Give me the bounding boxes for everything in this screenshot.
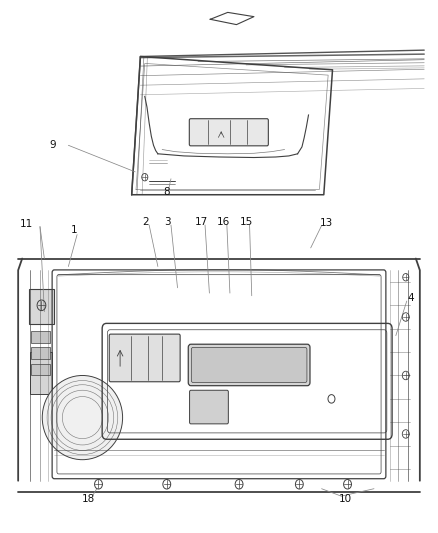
Text: 16: 16 [217, 217, 230, 227]
FancyBboxPatch shape [30, 352, 52, 394]
FancyBboxPatch shape [109, 334, 180, 382]
Text: 8: 8 [164, 187, 170, 197]
Text: 1: 1 [71, 225, 78, 236]
Text: 2: 2 [142, 217, 149, 227]
Bar [32, 364, 50, 375]
FancyBboxPatch shape [189, 119, 268, 146]
Ellipse shape [42, 375, 123, 459]
Text: 4: 4 [408, 293, 414, 303]
Bar [32, 348, 50, 359]
FancyBboxPatch shape [191, 348, 307, 383]
Text: 13: 13 [319, 218, 332, 228]
Text: 10: 10 [339, 494, 352, 504]
Text: 9: 9 [49, 140, 56, 150]
FancyBboxPatch shape [29, 289, 54, 324]
FancyBboxPatch shape [190, 390, 228, 424]
FancyBboxPatch shape [188, 344, 310, 386]
Bar [32, 331, 50, 343]
Text: 18: 18 [82, 494, 95, 504]
Text: 3: 3 [164, 217, 171, 227]
Text: 11: 11 [20, 219, 34, 229]
Text: 15: 15 [240, 217, 253, 227]
Text: 17: 17 [195, 217, 208, 227]
